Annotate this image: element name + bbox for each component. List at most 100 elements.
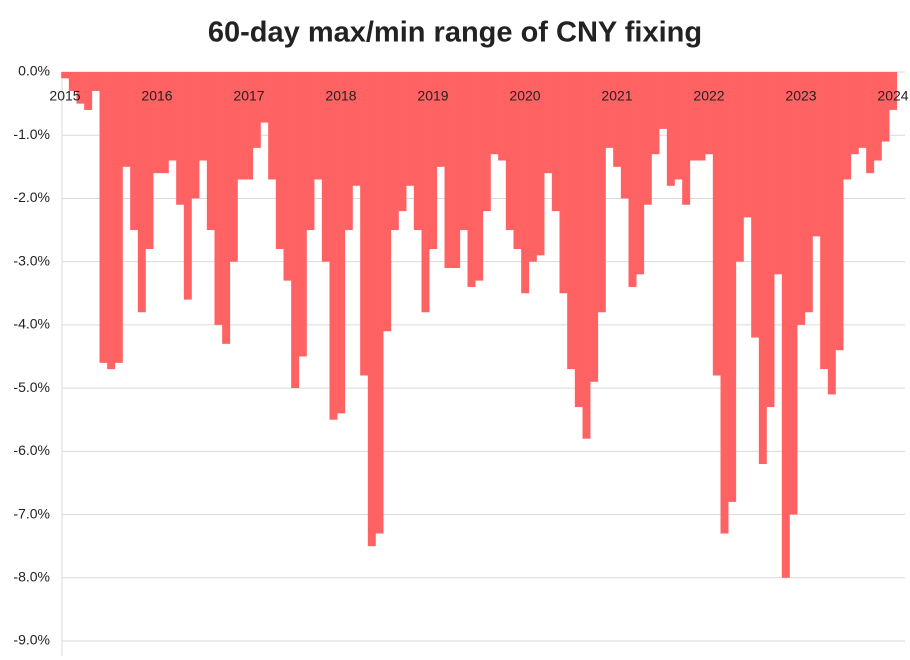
bar [183,72,192,300]
bar [291,72,300,389]
x-tick-label: 2021 [601,88,632,104]
bar [76,72,85,104]
bar [91,72,100,91]
x-tick-label: 2017 [233,88,264,104]
bar [459,72,468,231]
bar [613,72,622,167]
bar [452,72,461,268]
bar [659,72,668,129]
bar [881,72,890,142]
bar [222,72,231,344]
bar [168,72,177,161]
bar [674,72,683,180]
bar [751,72,760,338]
bar [137,72,146,313]
bar [521,72,530,294]
x-tick-label: 2018 [325,88,356,104]
bar [176,72,185,205]
bar [636,72,645,275]
bar [429,72,438,250]
bar [260,72,269,123]
bar [475,72,484,281]
bar [337,72,346,414]
bar [367,72,376,547]
bar [390,72,399,231]
bar [628,72,637,287]
bar [268,72,277,180]
bar [559,72,568,294]
y-tick-label: -5.0% [13,379,50,395]
y-tick-label: -1.0% [13,126,50,142]
bar [275,72,284,250]
x-tick-label: 2019 [417,88,448,104]
bar [298,72,307,357]
bar [360,72,369,376]
bar [766,72,775,408]
bar [574,72,583,408]
bar [720,72,729,534]
bar [689,72,698,161]
y-tick-label: -7.0% [13,505,50,521]
bar [344,72,353,231]
bar [467,72,476,287]
bar [314,72,323,180]
bar [252,72,261,148]
bar [812,72,821,237]
bar [866,72,875,174]
bar [413,72,422,231]
bar [321,72,330,262]
bar [68,72,77,91]
bar [406,72,415,186]
bar [436,72,445,167]
y-tick-label: -2.0% [13,189,50,205]
bar [375,72,384,534]
bar [666,72,675,186]
bar [498,72,507,161]
bar [513,72,522,250]
x-tick-label: 2023 [785,88,816,104]
x-tick-label: 2022 [693,88,724,104]
bar [122,72,131,167]
bar [229,72,238,262]
bar [283,72,292,281]
bar [712,72,721,376]
bar [843,72,852,180]
bar [84,72,93,110]
y-tick-label: -6.0% [13,442,50,458]
bar [245,72,254,180]
bar [567,72,576,370]
bar [214,72,223,325]
bar [620,72,629,199]
bar [797,72,806,325]
y-tick-label: -8.0% [13,568,50,584]
bar [160,72,169,174]
bar [199,72,208,161]
bar [743,72,752,218]
bar [735,72,744,262]
bar [651,72,660,155]
y-tick-label: -4.0% [13,316,50,332]
x-tick-label: 2024 [877,88,908,104]
bar [889,72,898,110]
bar [145,72,154,250]
x-tick-label: 2016 [141,88,172,104]
bar [682,72,691,205]
bar [61,72,70,79]
bar [352,72,361,186]
bar [590,72,599,382]
bar [827,72,836,395]
bar [804,72,813,313]
bar [605,72,614,148]
bar [528,72,537,262]
bar [114,72,123,363]
bar [850,72,859,155]
bar [774,72,783,275]
bar [444,72,453,268]
bar [398,72,407,212]
bar [191,72,200,199]
bar [482,72,491,212]
bar [206,72,215,231]
bar [758,72,767,464]
